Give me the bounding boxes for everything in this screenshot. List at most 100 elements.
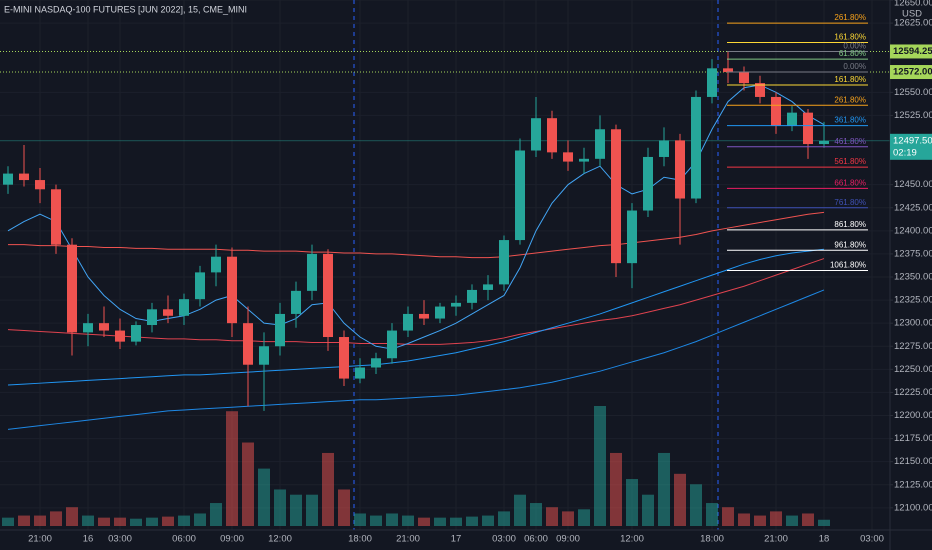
candle-body: [243, 323, 253, 365]
fib-label: 761.80%: [834, 198, 866, 207]
fib-label: 0.00%: [843, 62, 866, 71]
x-tick-label: 18:00: [700, 534, 724, 545]
y-tick-label: 12325.00: [894, 295, 932, 306]
volume-bar: [482, 515, 494, 526]
candle-body: [163, 309, 173, 316]
volume-bar: [738, 513, 750, 526]
volume-bar: [418, 517, 430, 526]
candle-body: [659, 140, 669, 157]
currency-label: USD: [902, 9, 922, 20]
volume-bar: [50, 511, 62, 526]
volume-bar: [674, 473, 686, 526]
volume-bar: [578, 509, 590, 526]
volume-bar: [18, 515, 30, 526]
candle-body: [707, 68, 717, 97]
volume-bar: [338, 489, 350, 526]
y-tick-label: 12150.00: [894, 456, 932, 467]
candle-body: [275, 313, 285, 347]
volume-bar: [626, 479, 638, 526]
plot-area: 261.80%161.80%0.00%61.80%0.00%161.80%261…: [0, 0, 890, 530]
y-tick-label: 12175.00: [894, 433, 932, 444]
candle-body: [611, 129, 621, 264]
volume-bar: [402, 515, 414, 526]
volume-bar: [322, 452, 334, 526]
fib-label: 461.80%: [834, 137, 866, 146]
axes: 12650.00 12625.00 12550.00 12525.00 12450.00…: [28, 0, 932, 545]
volume-bar: [370, 515, 382, 526]
candle-body: [291, 290, 301, 314]
x-tick-label: 18:00: [348, 534, 372, 545]
candle-body: [627, 210, 637, 264]
countdown-label: 02:19: [893, 147, 917, 158]
volume-bar: [530, 503, 542, 526]
y-tick-label: 12625.00: [894, 18, 932, 29]
volume-bar: [434, 517, 446, 526]
candle-body: [755, 83, 765, 97]
candle-body: [195, 272, 205, 300]
moving-average-line: [7, 84, 825, 350]
x-tick-label: 09:00: [220, 534, 244, 545]
volume-bar: [786, 515, 798, 526]
volume-bar: [114, 517, 126, 526]
candle-body: [643, 156, 653, 211]
y-tick-label: 12200.00: [894, 410, 932, 421]
candle-body: [259, 346, 269, 365]
candle-body: [531, 118, 541, 151]
y-tick-label: 12425.00: [894, 202, 932, 213]
fib-label: 361.80%: [834, 116, 866, 125]
candle-body: [3, 173, 13, 185]
fib-label: 961.80%: [834, 240, 866, 249]
y-tick-label: 12350.00: [894, 272, 932, 283]
candle-body: [147, 309, 157, 326]
volume-bar: [802, 513, 814, 526]
candle-body: [67, 244, 77, 333]
candle-body: [403, 313, 413, 331]
volume-bar: [562, 511, 574, 526]
fib-label: 661.80%: [834, 178, 866, 187]
moving-average-line: [8, 211, 825, 259]
volume-bar: [690, 484, 702, 526]
candle-body: [819, 140, 829, 145]
fib-label: 61.80%: [839, 49, 866, 58]
volume-bar: [818, 519, 830, 526]
volume-bar: [162, 516, 174, 526]
x-tick-label: 03:00: [860, 534, 884, 545]
candle-body: [179, 299, 189, 316]
candle-body: [803, 112, 813, 145]
candle-body: [323, 253, 333, 338]
candle-body: [451, 302, 461, 307]
x-tick-label: 17: [451, 534, 462, 545]
candle-body: [435, 306, 445, 319]
candle-body: [339, 337, 349, 379]
volume-bar: [274, 489, 286, 526]
volume-bar: [770, 511, 782, 526]
price-label: 12594.25: [893, 46, 932, 57]
volume-bar: [754, 515, 766, 526]
x-tick-label: 06:00: [172, 534, 196, 545]
volume-bar: [354, 513, 366, 526]
candle-body: [115, 330, 125, 342]
x-tick-label: 03:00: [492, 534, 516, 545]
x-tick-label: 21:00: [396, 534, 420, 545]
candle-body: [419, 313, 429, 319]
volume-bar: [98, 517, 110, 526]
volume-bar: [594, 406, 606, 526]
volume-bar: [210, 503, 222, 526]
price-label: 12572.00: [893, 67, 932, 78]
candle-body: [19, 173, 29, 181]
current-price-label: 12497.50: [893, 135, 932, 146]
moving-average-line: [7, 258, 825, 345]
volume-bar: [226, 411, 238, 526]
candle-body: [563, 152, 573, 162]
y-tick-label: 12550.00: [894, 87, 932, 98]
candle-body: [723, 68, 733, 73]
fib-label: 261.80%: [834, 13, 866, 22]
y-tick-label: 12225.00: [894, 387, 932, 398]
y-tick-label: 12300.00: [894, 318, 932, 329]
volume-bar: [546, 507, 558, 526]
candle-body: [787, 112, 797, 126]
chart-title: E-MINI NASDAQ-100 FUTURES [JUN 2022], 15…: [4, 4, 247, 14]
candle-body: [595, 129, 605, 159]
